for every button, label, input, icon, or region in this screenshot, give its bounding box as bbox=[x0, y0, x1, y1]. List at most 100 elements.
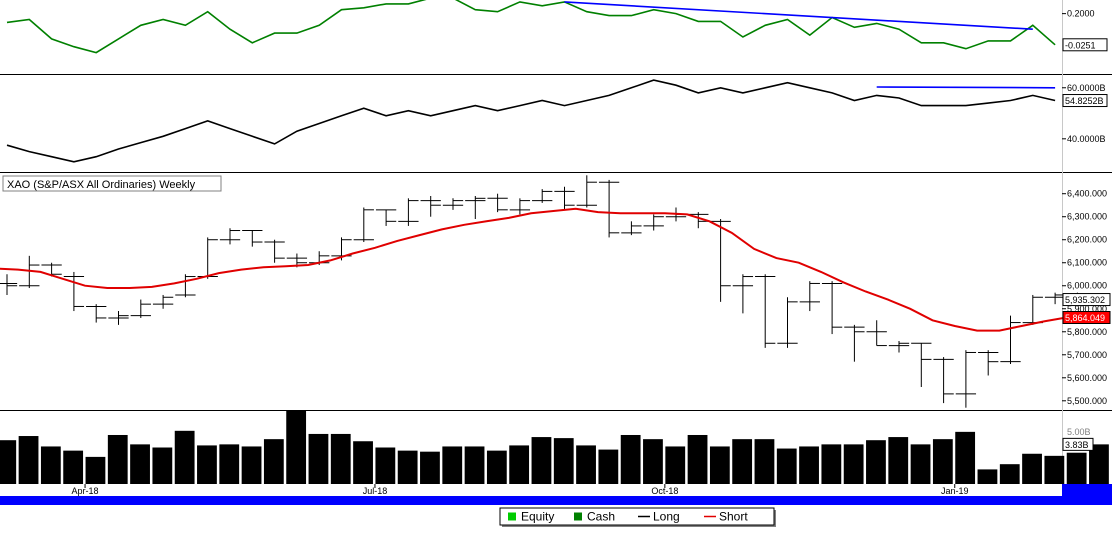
volume-bar bbox=[219, 444, 240, 484]
x-tick-label: Jul-18 bbox=[363, 486, 388, 496]
volume-bar bbox=[955, 431, 976, 484]
volume-bar bbox=[888, 437, 909, 484]
legend-label: Long bbox=[653, 510, 680, 524]
series-line bbox=[6, 79, 1056, 163]
volume-bar bbox=[40, 446, 61, 484]
y-tick-label: 5.00B bbox=[1067, 427, 1091, 437]
volume-bar bbox=[866, 440, 886, 484]
volume-bar bbox=[643, 439, 663, 484]
volume-bar bbox=[1066, 452, 1087, 484]
volume-bar bbox=[576, 445, 596, 484]
volume-bar bbox=[130, 444, 150, 484]
ohlc-bar bbox=[86, 304, 107, 323]
ohlc-bar bbox=[375, 209, 397, 226]
x-tick-label: Apr-18 bbox=[72, 486, 99, 496]
date-axis-band: Apr-18 Jul-18 Oct-18 Jan-19 bbox=[0, 484, 1112, 505]
ohlc-bar bbox=[978, 350, 999, 376]
volume-bar bbox=[932, 439, 953, 484]
y-tick-label: 40.0000B bbox=[1067, 134, 1106, 144]
ohlc-bar bbox=[242, 230, 263, 247]
ohlc-bar bbox=[420, 196, 441, 217]
legend-marker-square bbox=[508, 512, 516, 521]
last-sma-box bbox=[1062, 311, 1111, 325]
last-price-box bbox=[1062, 293, 1111, 307]
legend-label: Short bbox=[719, 510, 748, 524]
panel-borders bbox=[0, 0, 1112, 484]
volume-bar bbox=[63, 450, 84, 484]
volume-bar bbox=[375, 447, 396, 484]
volume-bar bbox=[308, 433, 329, 484]
volume-last-label: 3.83B bbox=[1065, 440, 1089, 450]
indicator-2-panel: 60.0000B 40.0000B 54.8252B bbox=[6, 79, 1108, 163]
indicator-1-last-value: -0.0251 bbox=[1065, 40, 1096, 50]
volume-bar bbox=[152, 447, 173, 484]
legend-marker-square bbox=[574, 512, 582, 521]
volume-bar bbox=[709, 446, 730, 484]
sma-line bbox=[0, 207, 1067, 332]
volume-bar bbox=[464, 446, 485, 484]
y-tick-label: 60.0000B bbox=[1067, 83, 1106, 93]
volume-bar bbox=[910, 444, 931, 484]
ohlc-bar bbox=[955, 350, 977, 408]
volume-bar bbox=[486, 450, 507, 484]
volume-bar bbox=[843, 444, 864, 484]
ohlc-bar bbox=[554, 186, 575, 210]
y-tick-label: 5,800.000 bbox=[1067, 327, 1107, 337]
ohlc-bar bbox=[63, 271, 85, 312]
indicator-1-last-value-box bbox=[1062, 38, 1108, 52]
indicator-1-panel: 0.2000 -0.0251 bbox=[6, 0, 1108, 54]
date-label-strip bbox=[0, 484, 1062, 496]
price-title-box bbox=[2, 175, 222, 192]
volume-bar bbox=[330, 433, 351, 484]
volume-last-box bbox=[1062, 437, 1094, 451]
ohlc-bar bbox=[19, 255, 40, 289]
volume-bar bbox=[286, 411, 307, 484]
y-tick-label: 6,100.000 bbox=[1067, 258, 1107, 268]
y-tick-label: 5,600.000 bbox=[1067, 373, 1107, 383]
ohlc-bar bbox=[933, 357, 954, 404]
last-sma-label: 5,864.049 bbox=[1065, 313, 1105, 323]
ohlc-bar bbox=[1000, 315, 1021, 364]
volume-bar bbox=[1089, 444, 1109, 484]
volume-bar bbox=[553, 438, 574, 484]
legend: Equity Cash Long Short bbox=[499, 507, 776, 527]
ohlc-bar bbox=[866, 320, 887, 347]
volume-bar bbox=[241, 446, 262, 484]
volume-panel: 5.00B 3.83B bbox=[0, 411, 1109, 484]
y-tick-label: 6,300.000 bbox=[1067, 212, 1107, 222]
ohlc-bar bbox=[777, 297, 798, 348]
volume-bar bbox=[598, 449, 619, 484]
ohlc-bar bbox=[175, 274, 196, 298]
y-tick-label: 6,200.000 bbox=[1067, 235, 1107, 245]
volume-bar bbox=[397, 450, 418, 484]
volume-bar bbox=[420, 451, 440, 484]
ohlc-bar bbox=[888, 340, 910, 353]
ohlc-bar bbox=[732, 274, 754, 314]
volume-bar bbox=[732, 439, 753, 484]
ohlc-bar bbox=[710, 219, 731, 302]
volume-bar bbox=[263, 439, 284, 484]
ohlc-bar bbox=[799, 281, 820, 312]
legend-label: Equity bbox=[521, 510, 554, 524]
ohlc-bar bbox=[41, 262, 62, 277]
volume-bar bbox=[107, 434, 128, 484]
ohlc-bar bbox=[643, 214, 664, 231]
volume-bar bbox=[0, 440, 17, 484]
indicator-2-last-value: 54.8252B bbox=[1065, 96, 1104, 106]
y-tick-label: 5,900.000 bbox=[1067, 304, 1107, 314]
ohlc-bar bbox=[108, 311, 129, 325]
volume-bar bbox=[1022, 453, 1042, 484]
volume-bar bbox=[174, 430, 195, 484]
ohlc-bar bbox=[398, 198, 419, 226]
y-tick-label: 6,000.000 bbox=[1067, 281, 1107, 291]
volume-bar bbox=[197, 445, 217, 484]
y-tick-label: 5,700.000 bbox=[1067, 350, 1107, 360]
volume-bar bbox=[85, 456, 106, 484]
ohlc-bar bbox=[821, 281, 843, 335]
ohlc-bar bbox=[911, 342, 932, 387]
price-panel: 6,400.000 6,300.000 6,200.000 6,100.000 6,00… bbox=[0, 175, 1111, 408]
ohlc-bar bbox=[0, 274, 18, 295]
ohlc-bar bbox=[465, 196, 486, 220]
x-tick-label: Jan-19 bbox=[941, 486, 969, 496]
